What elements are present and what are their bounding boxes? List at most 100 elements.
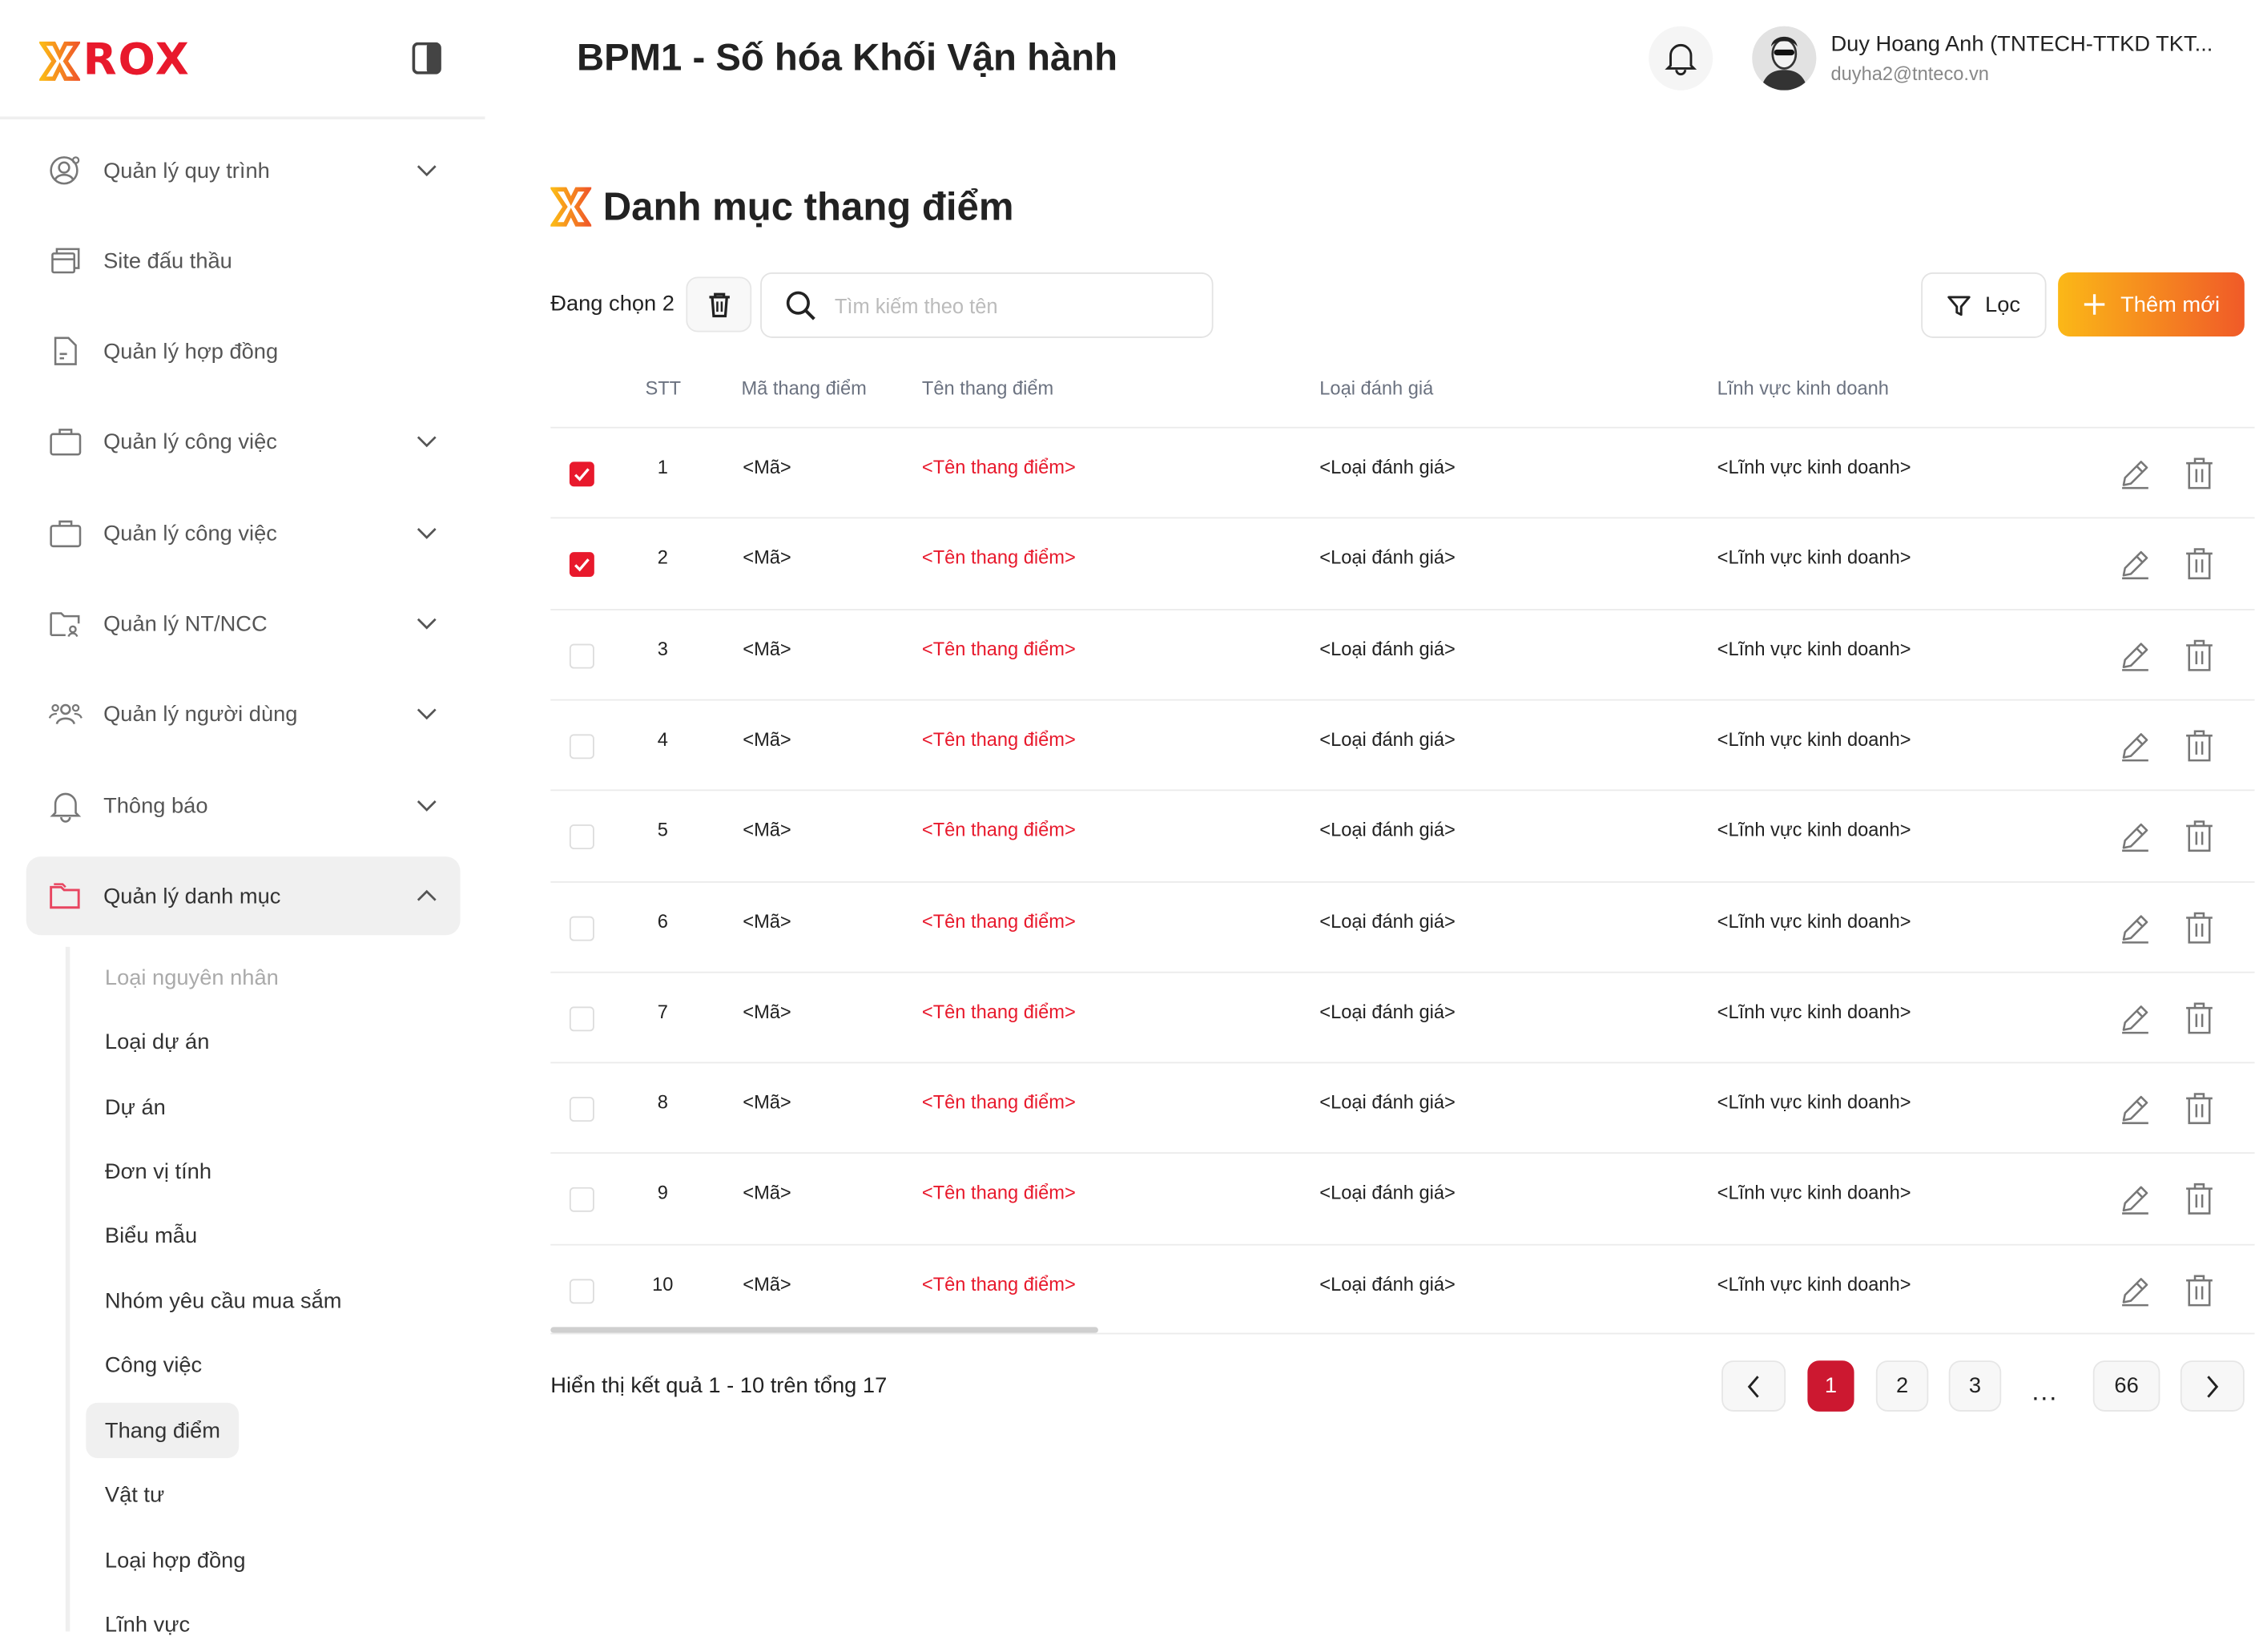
submenu-item[interactable]: Đơn vị tính: [104, 1158, 212, 1184]
edit-icon[interactable]: [2118, 1182, 2153, 1217]
chevron-down-icon[interactable]: [417, 613, 437, 633]
horizontal-scrollbar[interactable]: [550, 1327, 1098, 1333]
sidebar-toggle-icon[interactable]: [412, 42, 441, 75]
sidebar-item-4[interactable]: Quản lý công việc: [26, 402, 461, 481]
page-button-3[interactable]: 3: [1948, 1360, 2002, 1412]
cell-name[interactable]: <Tên thang điểm>: [921, 1091, 1076, 1114]
cell-name[interactable]: <Tên thang điểm>: [921, 546, 1076, 569]
cell-code: <Mã>: [743, 909, 791, 932]
delete-icon[interactable]: [2182, 1001, 2217, 1036]
edit-icon[interactable]: [2118, 1091, 2153, 1126]
table-row[interactable]: 2 <Mã> <Tên thang điểm> <Loại đánh giá> …: [550, 518, 2255, 610]
search-input[interactable]: [832, 292, 1187, 319]
delete-icon[interactable]: [2182, 1273, 2217, 1308]
cell-name[interactable]: <Tên thang điểm>: [921, 819, 1076, 841]
row-checkbox[interactable]: [569, 1097, 594, 1122]
table-row[interactable]: 3 <Mã> <Tên thang điểm> <Loại đánh giá> …: [550, 608, 2255, 700]
prev-page-button[interactable]: [1721, 1360, 1786, 1412]
page-button-1[interactable]: 1: [1807, 1360, 1854, 1412]
avatar[interactable]: [1752, 26, 1817, 91]
submenu-item[interactable]: Dự án: [104, 1094, 166, 1120]
edit-icon[interactable]: [2118, 909, 2153, 945]
next-page-button[interactable]: [2180, 1360, 2245, 1412]
page-button-2[interactable]: 2: [1875, 1360, 1929, 1412]
row-checkbox[interactable]: [569, 1187, 594, 1213]
row-checkbox[interactable]: [569, 915, 594, 941]
row-checkbox[interactable]: [569, 734, 594, 760]
edit-icon[interactable]: [2118, 456, 2153, 491]
bulk-delete-button[interactable]: [686, 276, 752, 332]
page-button-66[interactable]: 66: [2092, 1360, 2160, 1412]
submenu-line: [65, 946, 70, 1632]
delete-icon[interactable]: [2182, 1091, 2217, 1126]
search-box[interactable]: [760, 272, 1214, 338]
delete-icon[interactable]: [2182, 728, 2217, 764]
delete-icon[interactable]: [2182, 638, 2217, 673]
chevron-down-icon[interactable]: [417, 160, 437, 180]
row-checkbox[interactable]: [569, 1006, 594, 1031]
chevron-down-icon[interactable]: [417, 703, 437, 723]
row-checkbox[interactable]: [569, 461, 594, 487]
user-avatar-icon: [1752, 26, 1817, 91]
sidebar-item-label: Site đấu thầu: [103, 248, 232, 273]
sidebar-item-8[interactable]: Thông báo: [26, 766, 461, 844]
chevron-down-icon[interactable]: [417, 431, 437, 451]
submenu-item[interactable]: Thang điểm: [86, 1402, 240, 1459]
notification-button[interactable]: [1649, 26, 1713, 91]
sidebar-item-5[interactable]: Quản lý công việc: [26, 494, 461, 572]
sidebar-item-6[interactable]: Quản lý NT/NCC: [26, 584, 461, 663]
results-summary: Hiển thị kết quả 1 - 10 trên tổng 17: [550, 1373, 888, 1399]
chevron-down-icon[interactable]: [417, 523, 437, 543]
delete-icon[interactable]: [2182, 909, 2217, 945]
edit-icon[interactable]: [2118, 546, 2153, 582]
cell-name[interactable]: <Tên thang điểm>: [921, 1272, 1076, 1295]
row-checkbox[interactable]: [569, 824, 594, 850]
submenu-item[interactable]: Công việc: [104, 1352, 203, 1378]
cell-name[interactable]: <Tên thang điểm>: [921, 456, 1076, 478]
edit-icon[interactable]: [2118, 819, 2153, 854]
edit-icon[interactable]: [2118, 728, 2153, 764]
table-row[interactable]: 10 <Mã> <Tên thang điểm> <Loại đánh giá>…: [550, 1243, 2255, 1336]
cell-name[interactable]: <Tên thang điểm>: [921, 1182, 1076, 1204]
edit-icon[interactable]: [2118, 1001, 2153, 1036]
table-row[interactable]: 1 <Mã> <Tên thang điểm> <Loại đánh giá> …: [550, 426, 2255, 519]
table-row[interactable]: 5 <Mã> <Tên thang điểm> <Loại đánh giá> …: [550, 789, 2255, 882]
table-row[interactable]: 4 <Mã> <Tên thang điểm> <Loại đánh giá> …: [550, 699, 2255, 792]
logo[interactable]: ROX: [39, 35, 190, 86]
sidebar-item-label: Quản lý công việc: [103, 521, 277, 546]
edit-icon[interactable]: [2118, 1273, 2153, 1308]
sidebar-item-7[interactable]: Quản lý người dùng: [26, 675, 461, 753]
submenu-item[interactable]: Biểu mẫu: [104, 1223, 198, 1248]
row-checkbox[interactable]: [569, 643, 594, 668]
edit-icon[interactable]: [2118, 638, 2153, 673]
row-checkbox[interactable]: [569, 552, 594, 578]
cell-name[interactable]: <Tên thang điểm>: [921, 909, 1076, 932]
cell-name[interactable]: <Tên thang điểm>: [921, 1000, 1076, 1023]
delete-icon[interactable]: [2182, 1182, 2217, 1217]
table-row[interactable]: 7 <Mã> <Tên thang điểm> <Loại đánh giá> …: [550, 971, 2255, 1063]
sidebar-item-9[interactable]: Quản lý danh mục: [26, 856, 461, 936]
chevron-up-icon[interactable]: [417, 885, 437, 905]
table-row[interactable]: 8 <Mã> <Tên thang điểm> <Loại đánh giá> …: [550, 1062, 2255, 1154]
delete-icon[interactable]: [2182, 819, 2217, 854]
submenu-item[interactable]: Loại nguyên nhân: [104, 965, 279, 990]
cell-code: <Mã>: [743, 1182, 791, 1204]
submenu-item[interactable]: Lĩnh vực: [104, 1611, 191, 1637]
table-row[interactable]: 6 <Mã> <Tên thang điểm> <Loại đánh giá> …: [550, 880, 2255, 973]
filter-button[interactable]: Lọc: [1921, 272, 2047, 338]
delete-icon[interactable]: [2182, 456, 2217, 491]
submenu-item[interactable]: Nhóm yêu cầu mua sắm: [104, 1288, 342, 1314]
cell-name[interactable]: <Tên thang điểm>: [921, 637, 1076, 659]
sidebar-item-1[interactable]: Quản lý quy trình: [26, 131, 461, 210]
sidebar-item-3[interactable]: Quản lý hợp đồng: [26, 312, 461, 390]
table-row[interactable]: 9 <Mã> <Tên thang điểm> <Loại đánh giá> …: [550, 1152, 2255, 1245]
row-checkbox[interactable]: [569, 1278, 594, 1303]
submenu-item[interactable]: Loại hợp đồng: [104, 1547, 246, 1573]
sidebar-item-2[interactable]: Site đấu thầu: [26, 221, 461, 300]
chevron-down-icon[interactable]: [417, 796, 437, 816]
cell-name[interactable]: <Tên thang điểm>: [921, 727, 1076, 751]
submenu-item[interactable]: Loại dự án: [104, 1029, 210, 1054]
delete-icon[interactable]: [2182, 546, 2217, 582]
add-new-button[interactable]: Thêm mới: [2058, 272, 2245, 337]
submenu-item[interactable]: Vật tư: [104, 1482, 165, 1507]
